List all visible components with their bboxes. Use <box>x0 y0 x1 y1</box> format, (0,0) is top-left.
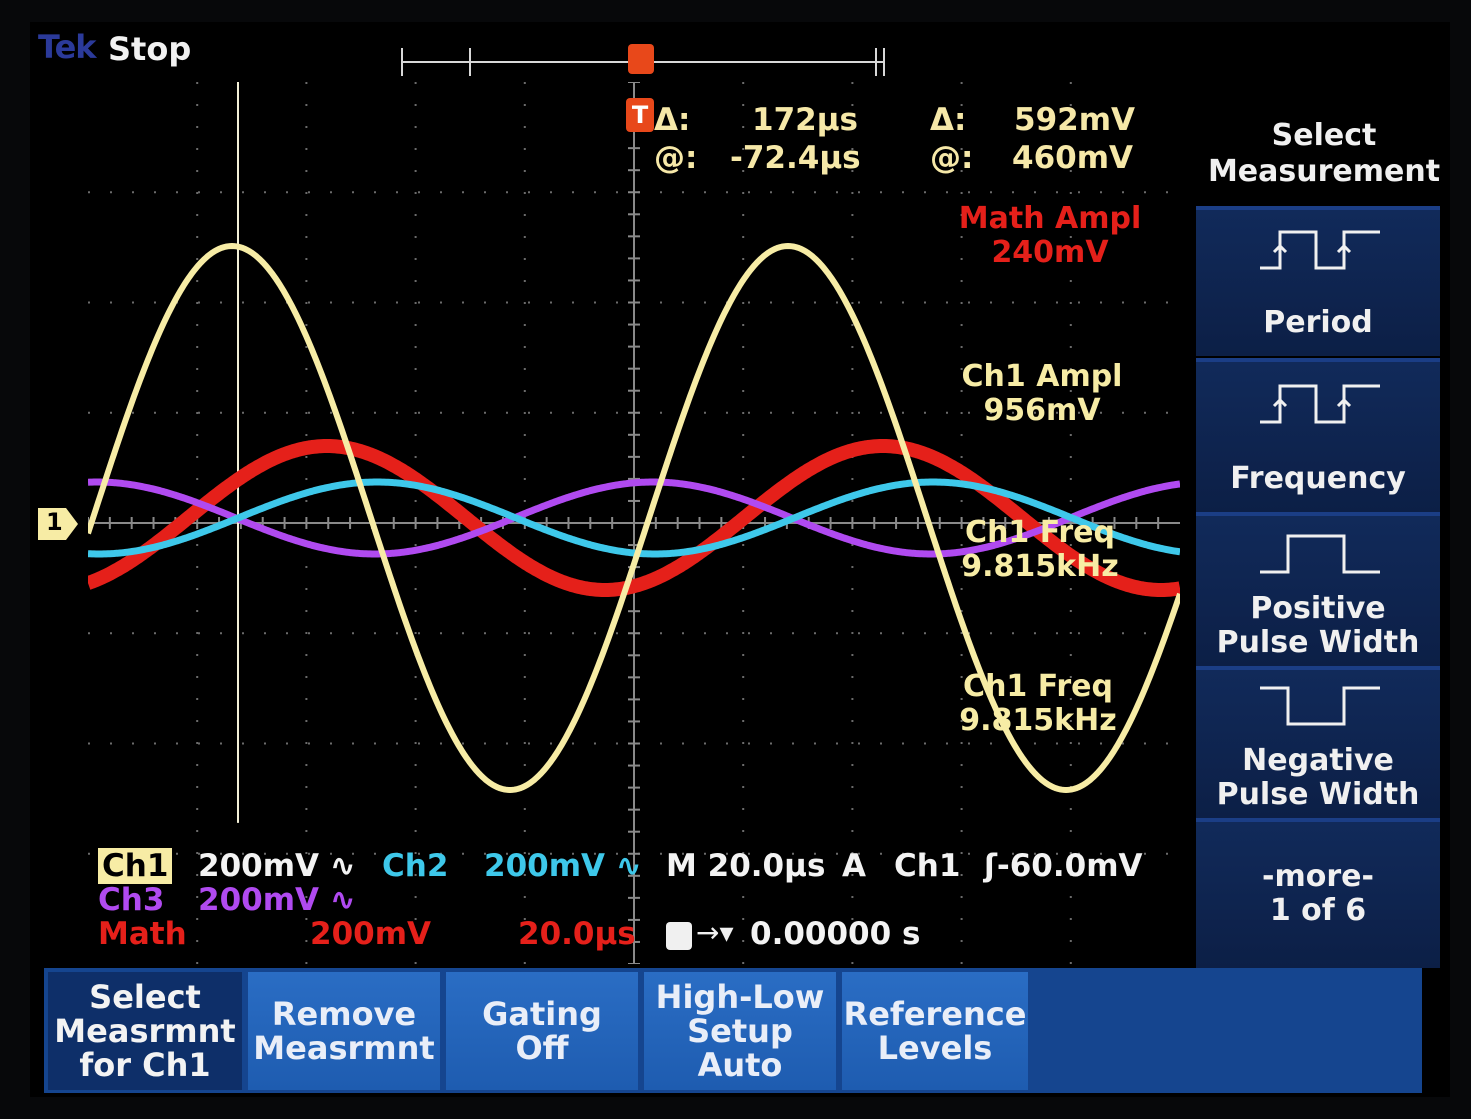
measurement-ch1-freq-2: Ch1 Freq 9.815kHz <box>918 670 1158 738</box>
side-button-label: Frequency <box>1230 461 1406 496</box>
measurement-ch1-freq-1: Ch1 Freq 9.815kHz <box>920 516 1160 584</box>
cursor-time-at-label: @: <box>654 140 698 176</box>
ch1-scale: 200mV ∿ <box>198 848 356 884</box>
timebase: M 20.0μs <box>666 848 826 884</box>
brand-logo: Tek <box>38 28 97 66</box>
ch1-label: Ch1 <box>98 848 173 884</box>
measurement-label: Ch1 Freq <box>963 669 1113 704</box>
math-timebase: 20.0μs <box>518 916 636 952</box>
side-button-more[interactable]: -more- 1 of 6 <box>1196 818 1440 968</box>
bottom-button-remove-measurement[interactable]: Remove Measrmnt <box>248 972 440 1090</box>
ch2-waveform <box>88 478 1180 558</box>
bottom-button-label-line3: for Ch1 <box>79 1046 211 1084</box>
ch1-ground-marker[interactable] <box>38 508 78 540</box>
arrow-right-icon: →▾ <box>696 916 734 949</box>
ch3-waveform <box>88 478 1180 558</box>
measurement-label: Ch1 Ampl <box>961 359 1123 394</box>
bottom-button-label-line2: Off <box>515 1029 569 1067</box>
bottom-button-reference-levels[interactable]: Reference Levels <box>842 972 1028 1090</box>
trigger-position: 0.00000 s <box>750 916 921 952</box>
frequency-pulse-icon <box>1260 384 1380 424</box>
period-pulse-icon <box>1260 230 1380 270</box>
positive-pulse-icon <box>1260 534 1380 574</box>
measurement-value: 9.815kHz <box>959 703 1117 738</box>
side-button-period[interactable]: Period <box>1196 206 1440 356</box>
bottom-button-gating[interactable]: Gating Off <box>446 972 638 1090</box>
measurement-ch1-ampl: Ch1 Ampl 956mV <box>922 360 1162 428</box>
trigger-position-icon <box>628 44 654 74</box>
side-menu-title-line2: Measurement <box>1207 154 1441 189</box>
cursor-volt-delta: 592mV <box>1014 102 1136 138</box>
side-button-label-line1: Positive <box>1250 591 1386 626</box>
bottom-button-label-line3: Auto <box>697 1046 783 1084</box>
side-button-label-line1: Negative <box>1242 743 1394 778</box>
run-state-label: Stop <box>108 30 192 68</box>
bottom-button-label-line2: Setup <box>687 1012 793 1050</box>
math-scale: 200mV <box>310 916 432 952</box>
trigger-source: Ch1 <box>894 848 961 884</box>
ch2-label: Ch2 <box>382 848 449 884</box>
bottom-button-label-line1: Reference <box>843 995 1027 1033</box>
side-button-label-line2: Pulse Width <box>1216 625 1420 660</box>
waveform-display <box>88 82 1180 964</box>
ch1-waveform <box>88 243 1180 793</box>
cursor-volt-at-label: @: <box>930 140 974 176</box>
ch1-marker-label: 1 <box>46 508 63 536</box>
measurement-value: 956mV <box>983 393 1101 428</box>
measurement-math-ampl: Math Ampl 240mV <box>930 202 1170 270</box>
side-menu-title-line1: Select <box>1271 118 1377 153</box>
trigger-position-icon <box>666 922 692 950</box>
cursor-volt-delta-label: Δ: <box>930 102 967 138</box>
measurement-value: 9.815kHz <box>961 549 1119 584</box>
side-button-negative-pulse-width[interactable]: Negative Pulse Width <box>1196 666 1440 818</box>
bottom-button-label-line1: Gating <box>482 995 602 1033</box>
side-button-label-line2: Pulse Width <box>1216 777 1420 812</box>
side-menu-title: Select Measurement <box>1198 118 1450 190</box>
bottom-button-label-line1: High-Low <box>655 978 825 1016</box>
cursor-time-delta: 172μs <box>752 102 858 138</box>
bottom-button-label-line1: Remove <box>271 995 417 1033</box>
negative-pulse-icon <box>1260 686 1380 726</box>
side-button-label-line2: 1 of 6 <box>1269 893 1367 928</box>
bottom-button-select-measurement[interactable]: Select Measrmnt for Ch1 <box>48 972 242 1090</box>
trigger-marker: T <box>626 98 654 132</box>
cursor-volt-at: 460mV <box>1012 140 1134 176</box>
ch3-label: Ch3 <box>98 882 165 918</box>
acquisition-mode: A <box>842 848 866 884</box>
bottom-button-label-line2: Measrmnt <box>253 1029 435 1067</box>
bottom-button-high-low-setup[interactable]: High-Low Setup Auto <box>644 972 836 1090</box>
ch3-scale: 200mV ∿ <box>198 882 356 918</box>
cursor-time-delta-label: Δ: <box>654 102 691 138</box>
measurement-label: Ch1 Freq <box>965 515 1115 550</box>
side-button-frequency[interactable]: Frequency <box>1196 358 1440 512</box>
measurement-label: Math Ampl <box>958 201 1142 236</box>
side-button-label-line1: -more- <box>1262 859 1374 894</box>
ch2-scale: 200mV ∿ <box>484 848 642 884</box>
cursor-time-at: -72.4μs <box>730 140 861 176</box>
bottom-button-label-line2: Measrmnt <box>54 1012 236 1050</box>
bottom-button-label-line1: Select <box>89 978 201 1016</box>
math-label: Math <box>98 916 187 952</box>
measurement-value: 240mV <box>991 235 1109 270</box>
side-button-positive-pulse-width[interactable]: Positive Pulse Width <box>1196 512 1440 666</box>
math-waveform <box>88 439 1180 597</box>
bottom-button-label-line2: Levels <box>877 1029 993 1067</box>
trigger-level: ʃ-60.0mV <box>984 848 1143 884</box>
side-button-label: Period <box>1263 305 1373 340</box>
